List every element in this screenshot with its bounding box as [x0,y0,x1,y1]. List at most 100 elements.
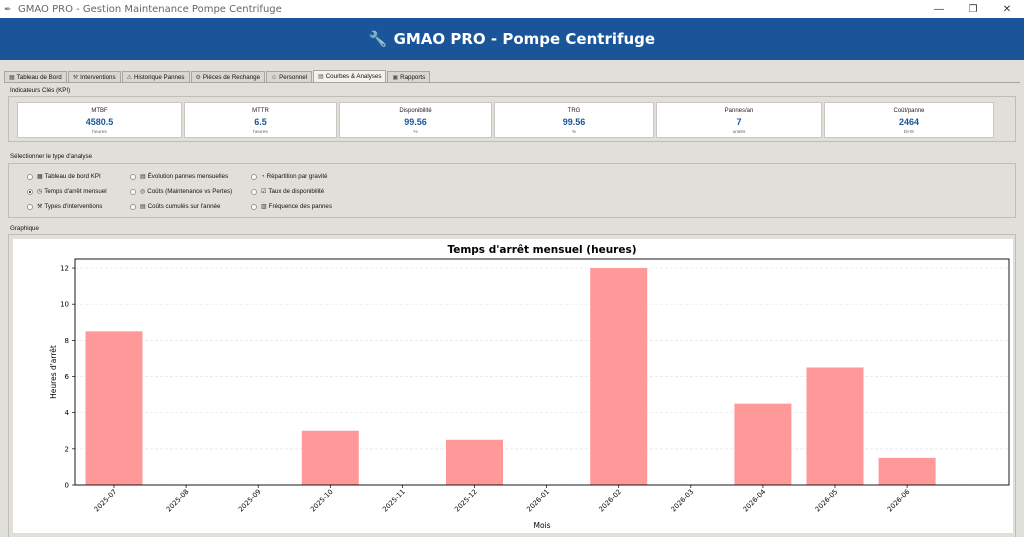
x-tick-label: 2025-08 [165,488,191,514]
report-icon: ▣ [392,75,399,81]
chart-icon: ▤ [140,204,146,210]
kpi-value: 4580.5 [85,117,114,127]
chart-icon: ▤ [318,74,324,80]
kpi-card-mttr: MTTR 6.5 heures [184,102,337,138]
kpi-unit: DHS [903,130,915,135]
minimize-icon[interactable]: — [934,3,944,15]
restore-icon[interactable]: ❐ [968,3,978,15]
radio-dot[interactable] [251,203,257,210]
window-titlebar: ✒ GMAO PRO - Gestion Maintenance Pompe C… [0,0,1024,18]
bar-2026-02 [590,268,648,485]
kpi-section-label: Indicateurs Clés (KPI) [10,87,71,94]
radio-label: Coûts (Maintenance vs Pertes) [147,188,233,195]
x-tick-label: 2025-10 [309,488,335,514]
kpi-card-pannes-an: Pannes/an 7 unités [656,102,822,138]
bar-2025-12 [446,439,503,485]
tab-label: Rapports [400,74,426,81]
stopwatch-icon: ◷ [37,189,43,195]
kpi-unit: unités [732,130,746,135]
kpi-unit: heures [92,130,107,135]
kpi-group: MTBF 4580.5 heures MTTR 6.5 heures Disponibili… [8,96,1016,142]
graph-group: Temps d'arrêt mensuel (heures) 0 2 4 6 8 10 12 2… [8,234,1016,537]
y-tick-label: 0 [65,482,69,490]
y-tick-label: 10 [60,301,69,309]
tab-interventions[interactable]: ⚒ Interventions [67,71,121,83]
kpi-value: 99.56 [562,117,586,127]
radio-dot[interactable] [130,173,136,180]
tab-label: Personnel [279,74,308,81]
radio-temps-d-arret-mensuel[interactable]: ◷ Temps d'arrêt mensuel [27,188,107,195]
radio-couts-maintenance-vs-pertes[interactable]: ◎ Coûts (Maintenance vs Pertes) [130,188,232,195]
radio-taux-de-disponibilite[interactable]: ☑ Taux de disponibilité [251,188,324,195]
radio-types-d-interventions[interactable]: ⚒ Types d'interventions [27,203,102,210]
tab-label: Pièces de Rechange [202,74,261,81]
radio-label: Répartition par gravité [266,173,328,180]
tab-label: Interventions [80,74,116,81]
bar-2026-06 [878,457,936,485]
radio-dot[interactable] [251,173,257,180]
gear-icon: ⚙ [195,75,201,81]
radio-couts-cumules-sur-l-annee[interactable]: ▤ Coûts cumulés sur l'année [130,203,220,210]
chart-area: Temps d'arrêt mensuel (heures) 0 2 4 6 8 10 12 2… [13,239,1013,533]
radio-dot[interactable] [27,173,33,180]
tab-label: Historique Pannes [133,74,185,81]
tab-historique-pannes[interactable]: ⚠ Historique Pannes [121,71,190,83]
analysis-section-label: Sélectionner le type d'analyse [10,153,93,160]
radio-dot[interactable] [130,203,136,210]
kpi-unit: heures [253,130,268,135]
kpi-value: 2464 [898,117,920,127]
tab-pi-ces-de-rechange[interactable]: ⚙ Pièces de Rechange [190,71,266,83]
radio-dot[interactable] [27,188,33,195]
radio-dot[interactable] [130,188,136,195]
kpi-name: TRG [567,108,581,114]
x-tick-label: 2025-07 [93,488,119,514]
tab-label: Tableau de Bord [16,74,62,81]
tab-personnel[interactable]: ☺ Personnel [266,71,313,83]
downtime-bar-chart: Temps d'arrêt mensuel (heures) 0 2 4 6 8 10 12 2… [49,244,1010,530]
kpi-card-disponibilit-: Disponibilité 99.56% [339,102,492,138]
tab-courbes-analyses[interactable]: ▤ Courbes & Analyses [313,70,387,83]
kpi-card-trg: TRG 99.56% [494,102,654,138]
wrench-icon: ⚒ [72,75,79,81]
y-tick-label: 12 [60,265,69,273]
y-tick-label: 8 [65,337,69,345]
chart-title: Temps d'arrêt mensuel (heures) [447,244,636,256]
tab-tableau-de-bord[interactable]: ▦ Tableau de Bord [4,71,67,83]
dashboard-icon: ▦ [37,174,43,180]
radio-frequence-des-pannes[interactable]: ▥ Fréquence des pannes [251,203,332,210]
bar-2026-05 [806,367,864,485]
x-tick-label: 2026-01 [525,488,551,514]
x-tick-label: 2025-11 [381,488,407,514]
x-tick-label: 2026-05 [814,488,840,514]
kpi-name: MTTR [252,108,269,114]
radio-dot[interactable] [27,203,33,210]
close-icon[interactable]: ✕ [1002,3,1012,15]
bar-2026-04 [734,403,792,485]
radio-label: Temps d'arrêt mensuel [44,188,107,195]
y-tick-label: 2 [65,445,69,453]
feather-icon: ✒ [4,4,12,14]
kpi-card-mtbf: MTBF 4580.5 heures [17,102,182,138]
radio-label: Coûts cumulés sur l'année [147,203,221,210]
radio-label: Fréquence des pannes [268,203,332,210]
radio-repartition-par-gravite[interactable]: ◔ Répartition par gravité [251,173,328,180]
analysis-group: ▦ Tableau de bord KPI ▤ Évolution pannes me… [8,163,1016,218]
radio-evolution-pannes-mensuelles[interactable]: ▤ Évolution pannes mensuelles [130,173,228,180]
app-header: 🔧 GMAO PRO - Pompe Centrifuge [0,18,1024,60]
tab-label: Courbes & Analyses [325,73,382,80]
kpi-value: 7 [736,117,742,127]
radio-label: Évolution pannes mensuelles [147,173,229,180]
kpi-name: Coût/panne [893,108,925,114]
x-tick-label: 2026-06 [886,488,912,514]
radio-dot[interactable] [251,188,257,195]
x-tick-label: 2026-02 [597,488,623,514]
dashboard-icon: ▦ [9,75,15,81]
warning-icon: ⚠ [126,75,132,81]
kpi-card-co-t-panne: Coût/panne 2464 DHS [824,102,994,138]
app-header-title: GMAO PRO - Pompe Centrifuge [393,30,656,48]
wrench-icon: ⚒ [37,204,43,210]
kpi-name: Disponibilité [399,108,432,114]
radio-tableau-de-bord-kpi[interactable]: ▦ Tableau de bord KPI [27,173,101,180]
x-tick-label: 2026-04 [742,488,768,514]
tab-rapports[interactable]: ▣ Rapports [387,71,431,83]
